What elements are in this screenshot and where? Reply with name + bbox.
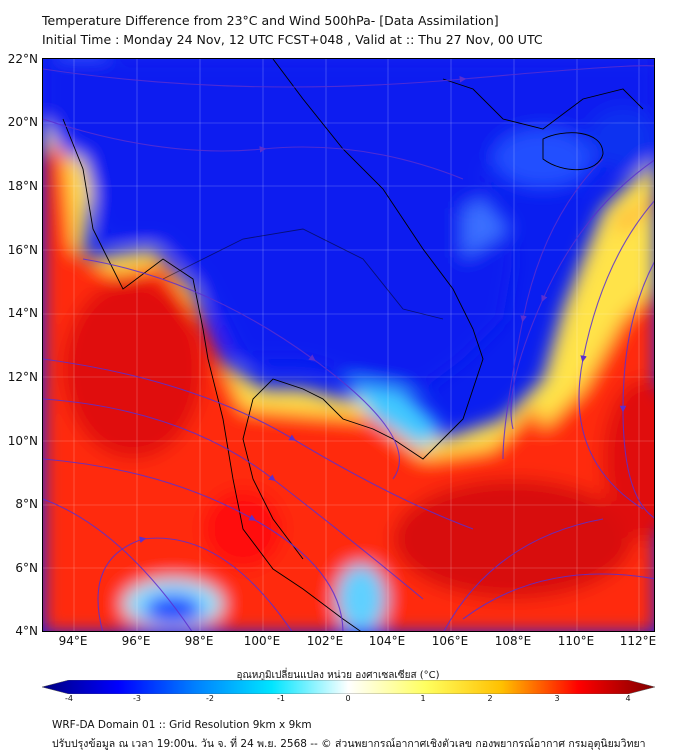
lat-label: 14°N (7, 306, 38, 320)
lat-label: 12°N (7, 370, 38, 384)
lat-label: 10°N (7, 434, 38, 448)
lon-label: 98°E (184, 634, 214, 648)
chart-title: Temperature Difference from 23°C and Win… (42, 13, 499, 28)
footer-model-info: WRF-DA Domain 01 :: Grid Resolution 9km … (52, 719, 312, 731)
lon-label: 106°E (431, 634, 469, 648)
colorbar (42, 680, 655, 694)
lat-label: 8°N (15, 497, 38, 511)
colorbar-tick: -1 (277, 694, 285, 703)
lon-label: 100°E (243, 634, 281, 648)
lat-label: 22°N (7, 52, 38, 66)
lat-label: 18°N (7, 179, 38, 193)
lon-label: 96°E (121, 634, 151, 648)
lon-label: 94°E (58, 634, 88, 648)
lon-label: 108°E (494, 634, 532, 648)
chart-subtitle: Initial Time : Monday 24 Nov, 12 UTC FCS… (42, 32, 543, 47)
colorbar-tick: 0 (345, 694, 351, 703)
colorbar-tick: 1 (420, 694, 426, 703)
colorbar-tick: -2 (206, 694, 214, 703)
lon-label: 104°E (368, 634, 406, 648)
colorbar-title: อุณหภูมิเปลี่ยนแปลง หน่วย องศาเซลเซียส (… (236, 670, 440, 681)
lon-label: 110°E (557, 634, 595, 648)
footer-credit: ปรับปรุงข้อมูล ณ เวลา 19:00น. วัน จ. ที่… (52, 738, 646, 750)
lon-label: 112°E (619, 634, 657, 648)
lat-label: 16°N (7, 243, 38, 257)
colorbar-tick: 3 (554, 694, 560, 703)
lat-label: 6°N (15, 561, 38, 575)
lat-label: 20°N (7, 115, 38, 129)
colorbar-tick: 2 (487, 694, 493, 703)
colorbar-tick: -3 (133, 694, 141, 703)
colorbar-tick: 4 (625, 694, 631, 703)
colorbar-tick: -4 (65, 694, 73, 703)
lat-label: 4°N (15, 624, 38, 638)
temperature-wind-map (42, 58, 655, 632)
lon-label: 102°E (306, 634, 344, 648)
